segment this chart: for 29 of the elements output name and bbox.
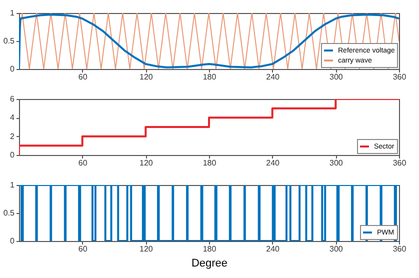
y-tick-label: 4: [10, 113, 16, 122]
y-tick-label: 1: [10, 180, 16, 190]
y-tick-label: 1: [10, 8, 16, 18]
y-tick-label: 2: [10, 132, 16, 141]
x-tick-label: 180: [202, 158, 217, 168]
x-axis-title: Degree: [191, 258, 228, 270]
x-tick-label: 360: [392, 244, 407, 254]
x-tick-label: 60: [78, 244, 88, 254]
x-tick-label: 240: [266, 244, 280, 254]
x-tick-label: 180: [202, 72, 217, 82]
x-tick-label: 360: [392, 158, 407, 168]
x-tick-label: 180: [202, 244, 217, 254]
x-tick-label: 120: [139, 244, 154, 254]
y-tick-label: 0: [10, 150, 16, 160]
y-tick-label: 0: [10, 64, 16, 74]
x-tick-label: 60: [78, 158, 88, 168]
x-tick-label: 300: [329, 72, 344, 82]
x-tick-label: 60: [78, 72, 88, 82]
x-tick-label: 300: [329, 244, 344, 254]
y-tick-label: 0.5: [3, 208, 16, 218]
y-tick-label: 6: [10, 94, 16, 104]
y-tick-label: 0.5: [3, 36, 16, 46]
y-tick-label: 0: [10, 236, 16, 246]
x-tick-label: 300: [329, 158, 344, 168]
x-tick-label: 120: [139, 158, 154, 168]
x-tick-label: 240: [266, 158, 280, 168]
x-tick-label: 360: [392, 72, 407, 82]
x-tick-label: 120: [139, 72, 154, 82]
x-tick-label: 240: [266, 72, 280, 82]
